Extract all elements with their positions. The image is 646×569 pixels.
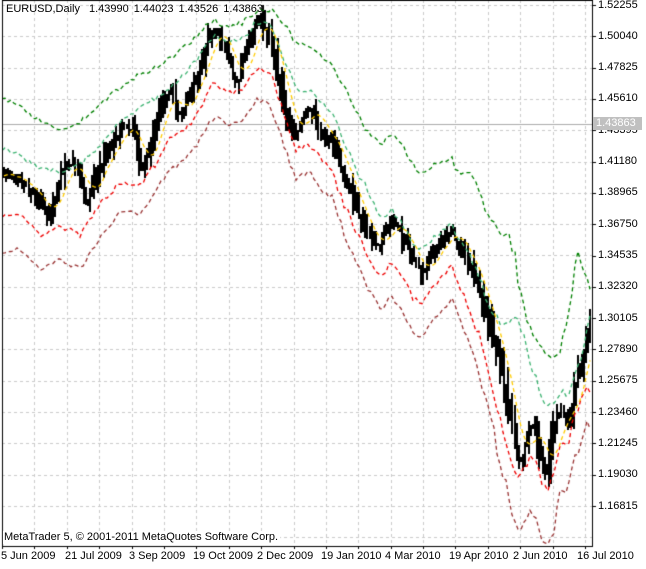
- date-tick-label: 2 Jun 2010: [513, 550, 568, 562]
- price-tick-label: 1.23460: [598, 406, 638, 418]
- ohlc-low: 1.43526: [178, 3, 219, 15]
- date-tick-label: 16 Jul 2010: [577, 550, 634, 562]
- date-tick-label: 19 Apr 2010: [449, 550, 509, 562]
- price-tick-label: 1.25675: [598, 374, 638, 386]
- symbol-period-label: EURUSD,Daily: [6, 3, 80, 15]
- price-tick-label: 1.52255: [598, 0, 638, 11]
- date-tick-label: 3 Sep 2009: [129, 550, 186, 562]
- ohlc-high: 1.44023: [133, 3, 174, 15]
- price-tick-label: 1.21245: [598, 437, 638, 449]
- price-tick-label: 1.16815: [598, 500, 638, 512]
- date-tick-label: 19 Oct 2009: [193, 550, 253, 562]
- price-tick-label: 1.27890: [598, 343, 638, 355]
- price-tick-label: 1.41180: [598, 155, 637, 167]
- price-tick-label: 1.50040: [598, 30, 638, 42]
- copyright-watermark: MetaTrader 5, © 2001-2011 MetaQuotes Sof…: [3, 531, 281, 544]
- date-tick-label: 2 Dec 2009: [257, 550, 314, 562]
- price-tick-label: 1.32320: [598, 280, 638, 292]
- price-tick-label: 1.47825: [598, 61, 638, 73]
- price-tick-label: 1.38965: [598, 186, 638, 198]
- price-tick-label: 1.19030: [598, 468, 638, 480]
- ohlc-close: 1.43863: [223, 3, 264, 15]
- date-tick-label: 21 Jul 2009: [65, 550, 122, 562]
- current-price-tag: 1.43863: [593, 117, 642, 130]
- date-tick-label: 4 Mar 2010: [385, 550, 441, 562]
- price-tick-label: 1.30105: [598, 312, 638, 324]
- date-tick-label: 19 Jan 2010: [321, 550, 382, 562]
- ohlc-open: 1.43990: [88, 3, 129, 15]
- price-tick-label: 1.45610: [598, 92, 638, 104]
- price-tick-label: 1.36750: [598, 218, 638, 230]
- date-tick-label: 5 Jun 2009: [1, 550, 56, 562]
- chart-ohlc-title: EURUSD,Daily 1.43990 1.44023 1.43526 1.4…: [6, 3, 263, 15]
- price-tick-label: 1.34535: [598, 249, 638, 261]
